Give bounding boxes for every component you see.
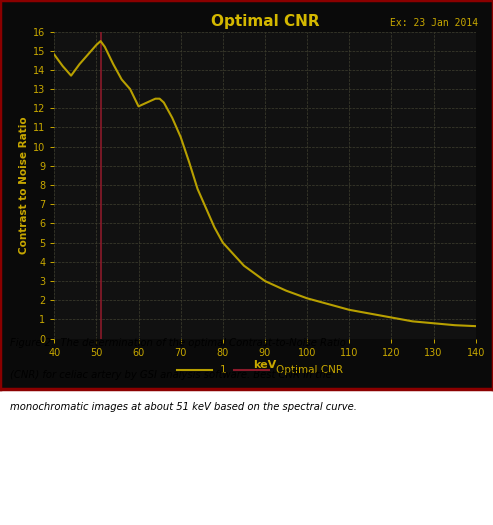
Text: (CNR) for celiac artery by GSI analysis software. Best CNR in the: (CNR) for celiac artery by GSI analysis … [10, 370, 332, 380]
Text: Ex: 23 Jan 2014: Ex: 23 Jan 2014 [390, 18, 478, 28]
Text: monochromatic images at about 51 keV based on the spectral curve.: monochromatic images at about 51 keV bas… [10, 402, 357, 412]
Title: Optimal CNR: Optimal CNR [211, 14, 319, 29]
Text: Optimal CNR: Optimal CNR [276, 365, 343, 375]
Text: 1: 1 [219, 365, 226, 375]
Y-axis label: Contrast to Noise Ratio: Contrast to Noise Ratio [19, 116, 29, 254]
X-axis label: keV: keV [253, 361, 277, 371]
Text: Figure 2.  The determination of the optimal Contrast-to-Noise Ratio: Figure 2. The determination of the optim… [10, 338, 346, 348]
